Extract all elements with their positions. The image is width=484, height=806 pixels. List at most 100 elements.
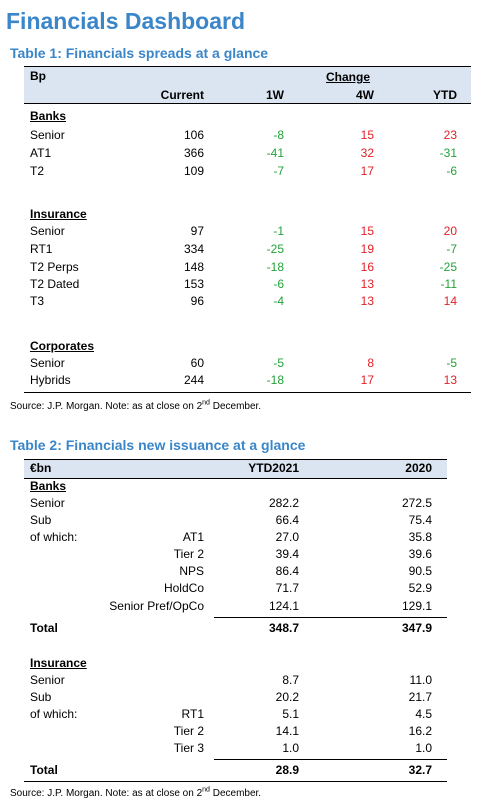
table1-cell-1w: -7 bbox=[273, 164, 284, 178]
table2-cell-2020: 1.0 bbox=[415, 741, 432, 755]
table1-cell-ytd: -25 bbox=[439, 260, 457, 274]
table1-cell-current: 97 bbox=[190, 224, 204, 238]
table1-row-label: T2 Dated bbox=[30, 277, 80, 291]
table2-cell-2020: 90.5 bbox=[408, 564, 432, 578]
table2-cell-2020: 129.1 bbox=[401, 599, 432, 613]
table1-section-heading: Banks bbox=[30, 109, 67, 123]
table2-total-label: Total bbox=[30, 763, 58, 777]
table2-cell-2020: 21.7 bbox=[408, 690, 432, 704]
table2-section-heading: Banks bbox=[30, 479, 67, 493]
table2-total-2020: 347.9 bbox=[401, 621, 432, 635]
table2-cell-ytd2021: 20.2 bbox=[275, 690, 299, 704]
table1-section-heading: Corporates bbox=[30, 339, 95, 353]
table2-cell-ytd2021: 282.2 bbox=[268, 496, 299, 510]
table1-cell-4w: 13 bbox=[360, 294, 374, 308]
table1-cell-ytd: -11 bbox=[440, 277, 457, 291]
table2-cell-2020: 16.2 bbox=[408, 724, 432, 738]
table1-cell-current: 244 bbox=[183, 373, 204, 387]
table1-cell-ytd: -6 bbox=[446, 164, 457, 178]
table2-row-sublabel: RT1 bbox=[181, 707, 204, 721]
table1-cell-current: 60 bbox=[190, 356, 204, 370]
table1-change-label: Change bbox=[325, 70, 370, 84]
table1-body: Banks Senior 106 -8 15 23 AT1 366 -41 32 -31 T2 109 -… bbox=[24, 0, 471, 400]
table2-cell-ytd2021: 14.1 bbox=[275, 724, 299, 738]
table1-cell-1w: -18 bbox=[266, 373, 284, 387]
table2-total-label: Total bbox=[30, 621, 58, 635]
table2-cell-2020: 52.9 bbox=[408, 581, 432, 595]
table1-cell-ytd: -31 bbox=[439, 146, 457, 160]
table2-col-ytd2021: YTD2021 bbox=[248, 461, 299, 475]
table2-total-rule bbox=[214, 759, 447, 760]
table1-cell-current: 366 bbox=[183, 146, 204, 160]
table2-col-2020: 2020 bbox=[405, 461, 432, 475]
table1-row-label: Senior bbox=[30, 356, 65, 370]
table1-row-label: T2 bbox=[30, 164, 45, 178]
table2-header: €bn YTD2021 2020 bbox=[24, 459, 447, 479]
table2-cell-2020: 39.6 bbox=[408, 547, 432, 561]
table2-cell-ytd2021: 86.4 bbox=[275, 564, 299, 578]
table2-row-label: Senior bbox=[30, 673, 65, 687]
table1-cell-current: 109 bbox=[183, 164, 204, 178]
table2-cell-ytd2021: 27.0 bbox=[275, 530, 299, 544]
table1-cell-1w: -1 bbox=[273, 224, 284, 238]
table1-row-label: T3 bbox=[30, 294, 45, 308]
table1-cell-4w: 13 bbox=[360, 277, 374, 291]
table1-cell-current: 96 bbox=[190, 294, 204, 308]
table2-cell-ytd2021: 5.1 bbox=[282, 707, 299, 721]
table2-cell-ytd2021: 1.0 bbox=[282, 741, 299, 755]
table1-cell-4w: 16 bbox=[360, 260, 374, 274]
table1-cell-ytd: 14 bbox=[443, 294, 457, 308]
table1-source: Source: J.P. Morgan. Note: as at close o… bbox=[10, 399, 262, 412]
table1-cell-1w: -5 bbox=[273, 356, 284, 370]
table1-cell-4w: 8 bbox=[367, 356, 374, 370]
table2-total-rule bbox=[214, 617, 447, 618]
table1-row-label: T2 Perps bbox=[30, 260, 79, 274]
table2-row-sublabel: AT1 bbox=[182, 530, 204, 544]
table1-col-1w: 1W bbox=[266, 88, 284, 102]
table2-row-sublabel: HoldCo bbox=[163, 581, 204, 595]
table2-row-sublabel: Tier 2 bbox=[173, 547, 204, 561]
table1-cell-ytd: 23 bbox=[443, 128, 457, 142]
table1-cell-ytd: 13 bbox=[443, 373, 457, 387]
table1-cell-1w: -25 bbox=[266, 242, 284, 256]
table2-row-sublabel: Tier 3 bbox=[173, 741, 204, 755]
table2-total-2020: 32.7 bbox=[408, 763, 432, 777]
table2-row-label: Sub bbox=[30, 513, 52, 527]
table2-cell-2020: 4.5 bbox=[415, 707, 432, 721]
table1-cell-4w: 19 bbox=[360, 242, 374, 256]
table1-cell-4w: 17 bbox=[360, 164, 374, 178]
table1-unit: Bp bbox=[30, 69, 46, 83]
table2-total-ytd2021: 348.7 bbox=[268, 621, 299, 635]
table1-row-label: AT1 bbox=[30, 146, 52, 160]
table1-row-label: Senior bbox=[30, 224, 65, 238]
table2-row-label: of which: bbox=[30, 530, 78, 544]
table2-cell-2020: 35.8 bbox=[408, 530, 432, 544]
table1-cell-1w: -6 bbox=[273, 277, 284, 291]
table2-unit: €bn bbox=[30, 461, 52, 475]
page-title: Financials Dashboard bbox=[6, 8, 246, 34]
table1-cell-4w: 15 bbox=[360, 128, 374, 142]
table1-cell-4w: 32 bbox=[360, 146, 374, 160]
table2-source: Source: J.P. Morgan. Note: as at close o… bbox=[10, 786, 262, 799]
table1-cell-current: 153 bbox=[183, 277, 204, 291]
table2-title: Table 2: Financials new issuance at a gl… bbox=[10, 437, 306, 453]
table2-cell-ytd2021: 8.7 bbox=[282, 673, 299, 687]
table1-header: Bp Change Current 1W 4W YTD bbox=[24, 66, 471, 104]
table2-row-label: Sub bbox=[30, 690, 52, 704]
table1-cell-ytd: -5 bbox=[446, 356, 457, 370]
table1-col-ytd: YTD bbox=[433, 88, 457, 102]
table1-row-label: RT1 bbox=[30, 242, 53, 256]
table2-row-sublabel: NPS bbox=[179, 564, 204, 578]
table1-cell-1w: -8 bbox=[273, 128, 284, 142]
table1-title: Table 1: Financials spreads at a glance bbox=[10, 45, 269, 61]
table2-row-label: of which: bbox=[30, 707, 78, 721]
table1-row-label: Hybrids bbox=[30, 373, 71, 387]
table2-cell-2020: 272.5 bbox=[401, 496, 432, 510]
table1-col-current: Current bbox=[160, 88, 204, 102]
table1-cell-ytd: -7 bbox=[446, 242, 457, 256]
table1-row-label: Senior bbox=[30, 128, 65, 142]
table1-cell-ytd: 20 bbox=[443, 224, 457, 238]
table1-cell-current: 148 bbox=[183, 260, 204, 274]
table1-col-4w: 4W bbox=[356, 88, 374, 102]
table1-bottom-rule bbox=[24, 392, 471, 393]
